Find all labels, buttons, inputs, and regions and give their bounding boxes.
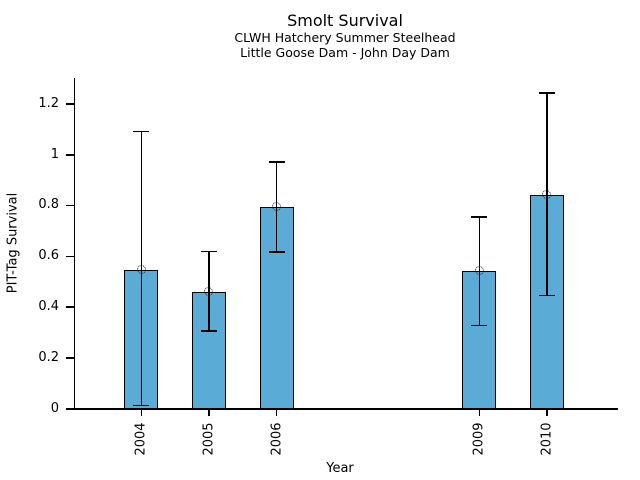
point-marker — [272, 202, 281, 212]
x-tick-label: 2010 — [539, 422, 555, 456]
y-tick-label: 0.2 — [38, 349, 59, 365]
y-tick — [66, 408, 74, 410]
y-tick — [66, 306, 74, 308]
error-cap-bottom — [200, 330, 217, 332]
y-tick-label: 0.6 — [38, 248, 59, 264]
error-cap-top — [268, 161, 285, 163]
x-axis-label: Year — [326, 461, 354, 476]
y-tick-label: 1.2 — [38, 95, 59, 111]
point-marker — [204, 287, 214, 297]
error-cap-top — [471, 216, 488, 218]
y-tick — [66, 204, 74, 207]
y-tick-label: 1 — [50, 146, 59, 162]
point-marker — [542, 190, 552, 200]
x-axis-spine — [73, 408, 618, 410]
error-cap-top — [200, 250, 217, 253]
error-cap-bottom — [133, 404, 150, 407]
x-tick — [208, 409, 210, 416]
y-tick — [66, 357, 74, 359]
x-tick — [478, 409, 481, 416]
x-tick — [275, 409, 278, 416]
error-cap-bottom — [538, 294, 555, 297]
x-tick-label: 2006 — [269, 422, 284, 456]
error-cap-bottom — [471, 324, 488, 327]
y-tick-label: 0.4 — [38, 298, 59, 314]
error-cap-top — [133, 130, 150, 133]
x-tick-label: 2005 — [201, 422, 217, 456]
y-tick-label: 0 — [50, 400, 59, 416]
x-tick — [140, 409, 143, 416]
chart-title: Smolt Survival — [287, 11, 403, 30]
chart-subtitle-line2: Little Goose Dam - John Day Dam — [240, 45, 450, 60]
point-marker — [136, 265, 146, 275]
x-tick-label: 2009 — [471, 422, 487, 456]
y-tick — [66, 255, 74, 258]
chart-subtitle-line1: CLWH Hatchery Summer Steelhead — [234, 30, 456, 45]
error-cap-top — [538, 92, 555, 94]
y-tick-label: 0.8 — [38, 197, 59, 213]
x-tick — [546, 409, 548, 416]
point-marker — [474, 266, 484, 276]
x-tick-label: 2004 — [133, 422, 149, 456]
y-tick — [66, 103, 74, 105]
y-tick — [66, 154, 74, 156]
y-axis-spine — [73, 78, 75, 410]
error-cap-bottom — [268, 251, 285, 253]
